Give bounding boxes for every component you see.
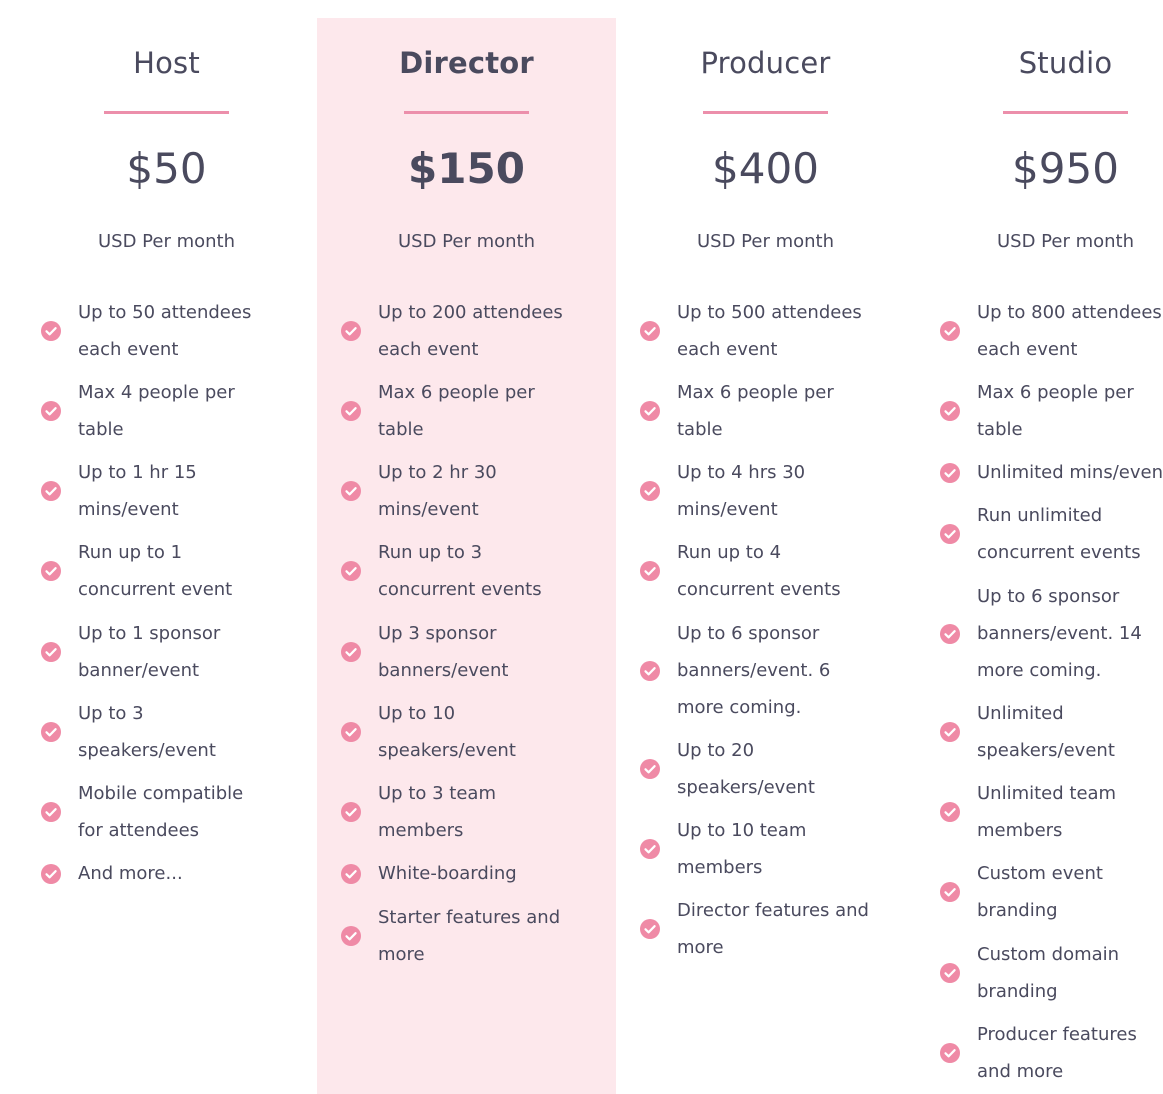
feature-text: Max 6 people per table: [977, 382, 1134, 440]
check-circle-icon: [41, 722, 61, 742]
plan-price: $400: [712, 144, 819, 193]
check-circle-icon: [341, 722, 361, 742]
feature-text: And more...: [78, 863, 183, 884]
feature-text: Starter features and more: [378, 907, 561, 965]
feature-text: Up to 500 attendees each event: [677, 302, 862, 360]
check-circle-icon: [640, 561, 660, 581]
feature-text: Up to 3 team members: [378, 783, 496, 841]
check-circle-icon: [940, 963, 960, 983]
plan-period: USD Per month: [397, 231, 535, 252]
check-circle-icon: [940, 802, 960, 822]
feature-text: Custom domain branding: [977, 944, 1120, 1002]
plan-price: $50: [126, 144, 207, 193]
feature-text: Producer features and more: [977, 1024, 1137, 1082]
check-circle-icon: [341, 926, 361, 946]
plan-period: USD Per month: [696, 231, 834, 252]
check-circle-icon: [41, 561, 61, 581]
plan-price: $950: [1012, 144, 1119, 193]
feature-text: Max 6 people per table: [378, 382, 535, 440]
plan-period: USD Per month: [97, 231, 235, 252]
feature-text: Up to 4 hrs 30 mins/event: [677, 462, 806, 520]
feature-text: Max 4 people per table: [78, 382, 235, 440]
check-circle-icon: [341, 561, 361, 581]
feature-text: Mobile compatible for attendees: [78, 783, 244, 841]
check-circle-icon: [640, 919, 660, 939]
check-circle-icon: [41, 321, 61, 341]
feature-text: Run unlimited concurrent events: [977, 505, 1141, 563]
feature-text: Run up to 1 concurrent event: [78, 542, 233, 600]
feature-text: Max 6 people per table: [677, 382, 834, 440]
feature-text: Up to 2 hr 30 mins/event: [378, 462, 497, 520]
check-circle-icon: [341, 642, 361, 662]
feature-text: Up to 6 sponsor banners/event. 6 more co…: [677, 623, 831, 718]
plan-producer: Producer $400 USD Per month Up to 500 at…: [616, 18, 915, 1094]
check-circle-icon: [940, 463, 960, 483]
check-circle-icon: [341, 321, 361, 341]
check-circle-icon: [41, 401, 61, 421]
plan-studio-inner: Studio $950 USD Per month Up to 800 atte…: [916, 18, 1163, 1094]
check-circle-icon: [940, 524, 960, 544]
feature-text: Unlimited team members: [977, 783, 1117, 841]
check-circle-icon: [341, 481, 361, 501]
plan-host: Host $50 USD Per month Up to 50 attendee…: [17, 18, 316, 1094]
check-circle-icon: [940, 882, 960, 902]
check-circle-icon: [640, 759, 660, 779]
check-circle-icon: [940, 1043, 960, 1063]
check-circle-icon: [41, 802, 61, 822]
check-circle-icon: [341, 864, 361, 884]
plan-name: Producer: [700, 46, 831, 80]
plan-divider: [1003, 111, 1128, 114]
plan-period: USD Per month: [996, 231, 1134, 252]
plan-name: Studio: [1018, 46, 1113, 80]
feature-text: Up to 1 sponsor banner/event: [78, 623, 221, 681]
feature-text: Up to 800 attendees each event: [977, 302, 1162, 360]
check-circle-icon: [940, 624, 960, 644]
check-circle-icon: [41, 864, 61, 884]
feature-text: Run up to 3 concurrent events: [378, 542, 542, 600]
feature-text: Up to 50 attendees each event: [78, 302, 252, 360]
plan-price: $150: [408, 144, 525, 193]
feature-text: Up to 6 sponsor banners/event. 14 more c…: [977, 586, 1142, 681]
feature-text: Up to 20 speakers/event: [677, 740, 815, 798]
feature-text: Up to 10 speakers/event: [378, 703, 516, 761]
check-circle-icon: [640, 401, 660, 421]
check-circle-icon: [640, 321, 660, 341]
check-circle-icon: [940, 722, 960, 742]
check-circle-icon: [640, 661, 660, 681]
check-circle-icon: [41, 481, 61, 501]
check-circle-icon: [640, 839, 660, 859]
check-circle-icon: [41, 642, 61, 662]
feature-text: Custom event branding: [977, 863, 1103, 921]
check-circle-icon: [940, 401, 960, 421]
feature-text: Director features and more: [677, 900, 869, 958]
plan-divider: [404, 111, 529, 114]
feature-text: Up to 10 team members: [677, 820, 807, 878]
feature-text: Unlimited mins/event: [977, 462, 1163, 483]
plan-director: Director $150 USD Per month Up to 200 at…: [317, 18, 616, 1094]
plan-name: Director: [399, 46, 534, 80]
feature-text: White-boarding: [378, 863, 517, 884]
plan-studio: Studio $950 USD Per month Up to 800 atte…: [916, 18, 1163, 1094]
plan-divider: [703, 111, 828, 114]
plan-name: Host: [133, 46, 200, 80]
feature-text: Up 3 sponsor banners/event: [378, 623, 509, 681]
feature-text: Unlimited speakers/event: [977, 703, 1115, 761]
check-circle-icon: [341, 401, 361, 421]
check-circle-icon: [341, 802, 361, 822]
plan-divider: [104, 111, 229, 114]
check-circle-icon: [640, 481, 660, 501]
check-circle-icon: [940, 321, 960, 341]
feature-text: Run up to 4 concurrent events: [677, 542, 841, 600]
feature-text: Up to 1 hr 15 mins/event: [78, 462, 197, 520]
feature-text: Up to 3 speakers/event: [78, 703, 216, 761]
feature-text: Up to 200 attendees each event: [378, 302, 563, 360]
